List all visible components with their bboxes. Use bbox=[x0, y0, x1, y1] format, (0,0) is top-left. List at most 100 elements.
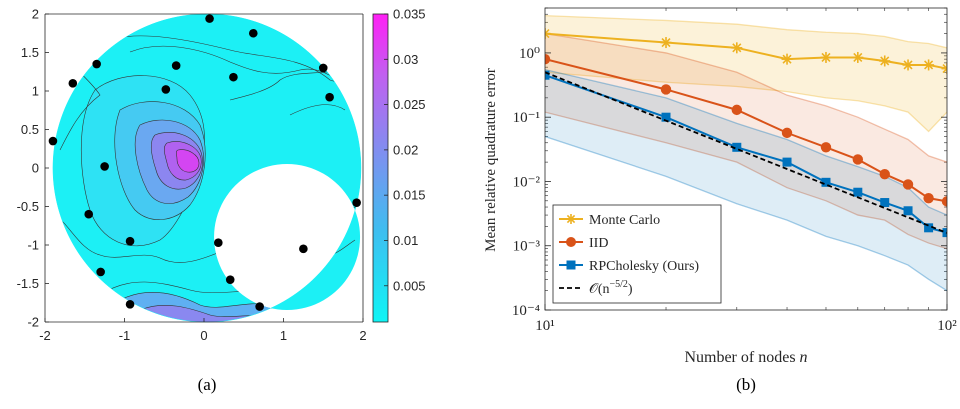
node-point bbox=[100, 162, 109, 171]
legend-mc-marker bbox=[566, 214, 576, 224]
data-point bbox=[731, 104, 743, 116]
node-point bbox=[299, 244, 308, 254]
node-point bbox=[125, 236, 135, 246]
a-x-tick-label: -1 bbox=[119, 328, 131, 343]
colorbar-tick-label: 0.025 bbox=[393, 97, 426, 112]
node-point bbox=[161, 85, 171, 94]
star-stroke bbox=[661, 37, 671, 48]
a-y-tick-label: 1 bbox=[32, 84, 39, 99]
legend-mc-label: Monte Carlo bbox=[589, 213, 660, 228]
caption-b: (b) bbox=[736, 375, 756, 394]
data-point bbox=[660, 37, 672, 49]
error-band-upper bbox=[545, 68, 947, 216]
star-stroke bbox=[821, 52, 831, 63]
data-point bbox=[941, 63, 947, 75]
error-band-lower bbox=[545, 111, 947, 250]
a-x-tick-label: 2 bbox=[359, 328, 366, 343]
error-band-lower bbox=[545, 71, 947, 133]
error-band bbox=[545, 15, 947, 132]
a-x-tick-label: -2 bbox=[39, 328, 51, 343]
data-point bbox=[853, 187, 863, 197]
a-y-tick-label: -1 bbox=[27, 238, 39, 253]
star-stroke bbox=[545, 32, 550, 39]
star-stroke bbox=[903, 60, 913, 70]
a-y-tick-label: -2 bbox=[27, 315, 39, 330]
a-y-tick-label: 0 bbox=[32, 161, 39, 176]
data-point bbox=[941, 196, 947, 207]
data-point bbox=[879, 168, 890, 180]
node-point bbox=[255, 302, 264, 311]
error-band-upper bbox=[545, 15, 947, 49]
node-point bbox=[125, 299, 135, 309]
a-y-tick-label: -0.5 bbox=[17, 199, 39, 214]
ylabel-b: Mean relative quadrature error bbox=[483, 68, 499, 252]
b-x-tick-label: 10² bbox=[937, 318, 957, 334]
node-point bbox=[248, 28, 258, 38]
a-y-tick-label: 2 bbox=[32, 7, 39, 22]
panel-a-ticks: -2 -1 0 1 2 2 1.5 1 0.5 0 -0.5 -1 -1.5 -2 bbox=[17, 7, 367, 344]
data-point bbox=[903, 206, 913, 216]
star-stroke bbox=[545, 29, 550, 35]
node-point bbox=[352, 198, 361, 207]
error-band-lower bbox=[545, 135, 947, 292]
data-point bbox=[820, 51, 832, 63]
a-x-tick-label: 0 bbox=[200, 328, 207, 343]
b-y-tick-label: 10⁻² bbox=[513, 174, 541, 190]
node-point bbox=[225, 275, 235, 284]
b-y-tick-label: 10⁰ bbox=[519, 46, 540, 62]
error-band-upper bbox=[545, 32, 947, 163]
panel-b-ticks: 10¹ 10² 10⁰ 10⁻¹ 10⁻² 10⁻³ 10⁻⁴ bbox=[512, 46, 957, 334]
node-point bbox=[92, 59, 101, 69]
b-y-tick-label: 10⁻¹ bbox=[513, 110, 540, 126]
b-y-tick-label: 10⁻⁴ bbox=[512, 303, 540, 319]
colorbar-ticks: 0.035 0.03 0.025 0.02 0.015 0.01 0.005 bbox=[384, 7, 426, 293]
data-point bbox=[782, 157, 792, 167]
error-bands bbox=[545, 15, 947, 292]
data-point bbox=[820, 142, 832, 153]
data-point bbox=[545, 28, 551, 40]
data-point bbox=[880, 198, 890, 208]
star-stroke bbox=[880, 56, 890, 66]
data-point bbox=[821, 177, 831, 187]
data-point bbox=[545, 53, 551, 65]
node-point bbox=[48, 136, 58, 146]
a-x-tick-label: 1 bbox=[280, 328, 287, 343]
data-point bbox=[660, 84, 672, 95]
star-stroke bbox=[942, 64, 947, 70]
node-point bbox=[318, 63, 328, 73]
colorbar-tick-label: 0.02 bbox=[393, 142, 418, 157]
series-lines bbox=[545, 28, 947, 238]
legend-box bbox=[552, 204, 722, 304]
node-markers bbox=[48, 14, 361, 311]
xlabel-b: Number of nodes n bbox=[684, 349, 807, 366]
legend: Monte Carlo IID RPCholesky (Ours) 𝒪(n−5/… bbox=[552, 204, 722, 304]
panel-b-frame bbox=[544, 7, 948, 311]
panel-a: -2 -1 0 1 221.510.50-0.5-1-1.5-2 0.0350.030.… bbox=[17, 7, 426, 395]
legend-rate-label: 𝒪(n−5/2) bbox=[589, 279, 633, 297]
series-line bbox=[545, 58, 947, 203]
a-y-tick-label: 0.5 bbox=[21, 122, 39, 137]
b-x-tick-label: 10¹ bbox=[535, 318, 555, 334]
data-point bbox=[923, 59, 935, 71]
node-point bbox=[171, 61, 181, 70]
colorbar-tick-label: 0.01 bbox=[393, 233, 418, 248]
data-point bbox=[924, 223, 934, 233]
data-point bbox=[732, 142, 742, 152]
colorbar-tick-label: 0.015 bbox=[393, 188, 426, 203]
a-y-tick-label: 1.5 bbox=[21, 45, 39, 60]
star-stroke bbox=[924, 60, 934, 70]
data-point bbox=[879, 55, 891, 67]
panel-b-minor-ticks bbox=[545, 7, 947, 310]
colorbar bbox=[372, 13, 389, 323]
node-point bbox=[68, 79, 78, 88]
data-point bbox=[852, 154, 864, 165]
star-stroke bbox=[853, 52, 863, 63]
data-point bbox=[902, 59, 914, 71]
data-point bbox=[545, 70, 550, 80]
caption-a: (a) bbox=[198, 375, 217, 394]
legend-rpc-label: RPCholesky (Ours) bbox=[589, 259, 699, 274]
data-point bbox=[781, 53, 793, 65]
node-point bbox=[205, 14, 214, 23]
error-band bbox=[545, 33, 947, 249]
